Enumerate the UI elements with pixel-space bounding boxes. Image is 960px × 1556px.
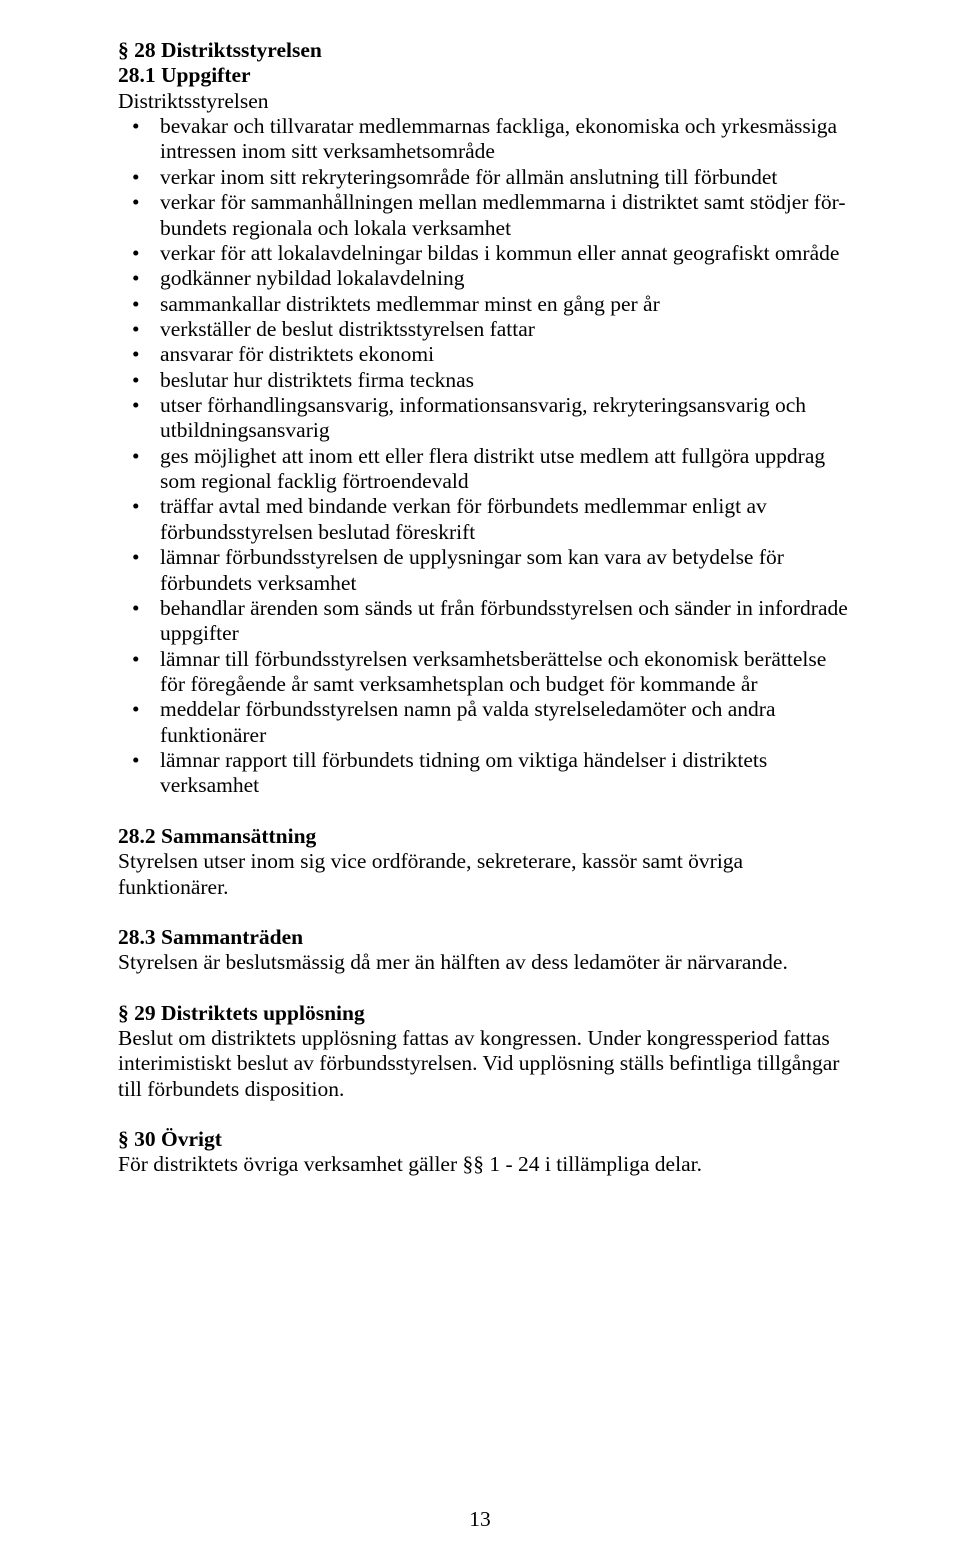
list-item: verkställer de beslut distriktsstyrelsen… [118,317,850,342]
section-30-body: För distriktets övriga verksamhet gäller… [118,1152,850,1177]
list-item: verkar för att lokalavdelningar bildas i… [118,241,850,266]
list-item: träffar avtal med bindande verkan för fö… [118,494,850,545]
list-item: utser förhandlingsansvarig, informations… [118,393,850,444]
list-item: godkänner nybildad lokalavdelning [118,266,850,291]
section-28-2-body: Styrelsen utser inom sig vice ordförande… [118,849,850,900]
page-number: 13 [0,1507,960,1532]
list-item: beslutar hur distriktets firma tecknas [118,368,850,393]
section-28-3-title: 28.3 Sammanträden [118,925,850,950]
list-item: lämnar till förbundsstyrelsen verksamhet… [118,647,850,698]
list-item: ges möjlighet att inom ett eller flera d… [118,444,850,495]
list-item: lämnar förbundsstyrelsen de upplysningar… [118,545,850,596]
list-item: behandlar ärenden som sänds ut från förb… [118,596,850,647]
list-item: sammankallar distriktets medlemmar minst… [118,292,850,317]
section-28-1-title: 28.1 Uppgifter [118,63,850,88]
section-29-body: Beslut om distriktets upplösning fattas … [118,1026,850,1102]
list-item: verkar inom sitt rekryteringsområde för … [118,165,850,190]
section-29-title: § 29 Distriktets upplösning [118,1001,850,1026]
section-30-title: § 30 Övrigt [118,1127,850,1152]
list-item: bevakar och tillvaratar medlemmarnas fac… [118,114,850,165]
section-28-1-bullets: bevakar och tillvaratar medlemmarnas fac… [118,114,850,799]
list-item: meddelar förbundsstyrelsen namn på valda… [118,697,850,748]
section-28-2-title: 28.2 Sammansättning [118,824,850,849]
list-item: lämnar rapport till förbundets tidning o… [118,748,850,799]
document-page: § 28 Distriktsstyrelsen 28.1 Uppgifter D… [0,0,960,1556]
section-28-title: § 28 Distriktsstyrelsen [118,38,850,63]
section-28-1-intro: Distriktsstyrelsen [118,89,850,114]
section-28-3-body: Styrelsen är beslutsmässig då mer än häl… [118,950,850,975]
list-item: verkar för sammanhållningen mellan medle… [118,190,850,241]
list-item: ansvarar för distriktets ekonomi [118,342,850,367]
